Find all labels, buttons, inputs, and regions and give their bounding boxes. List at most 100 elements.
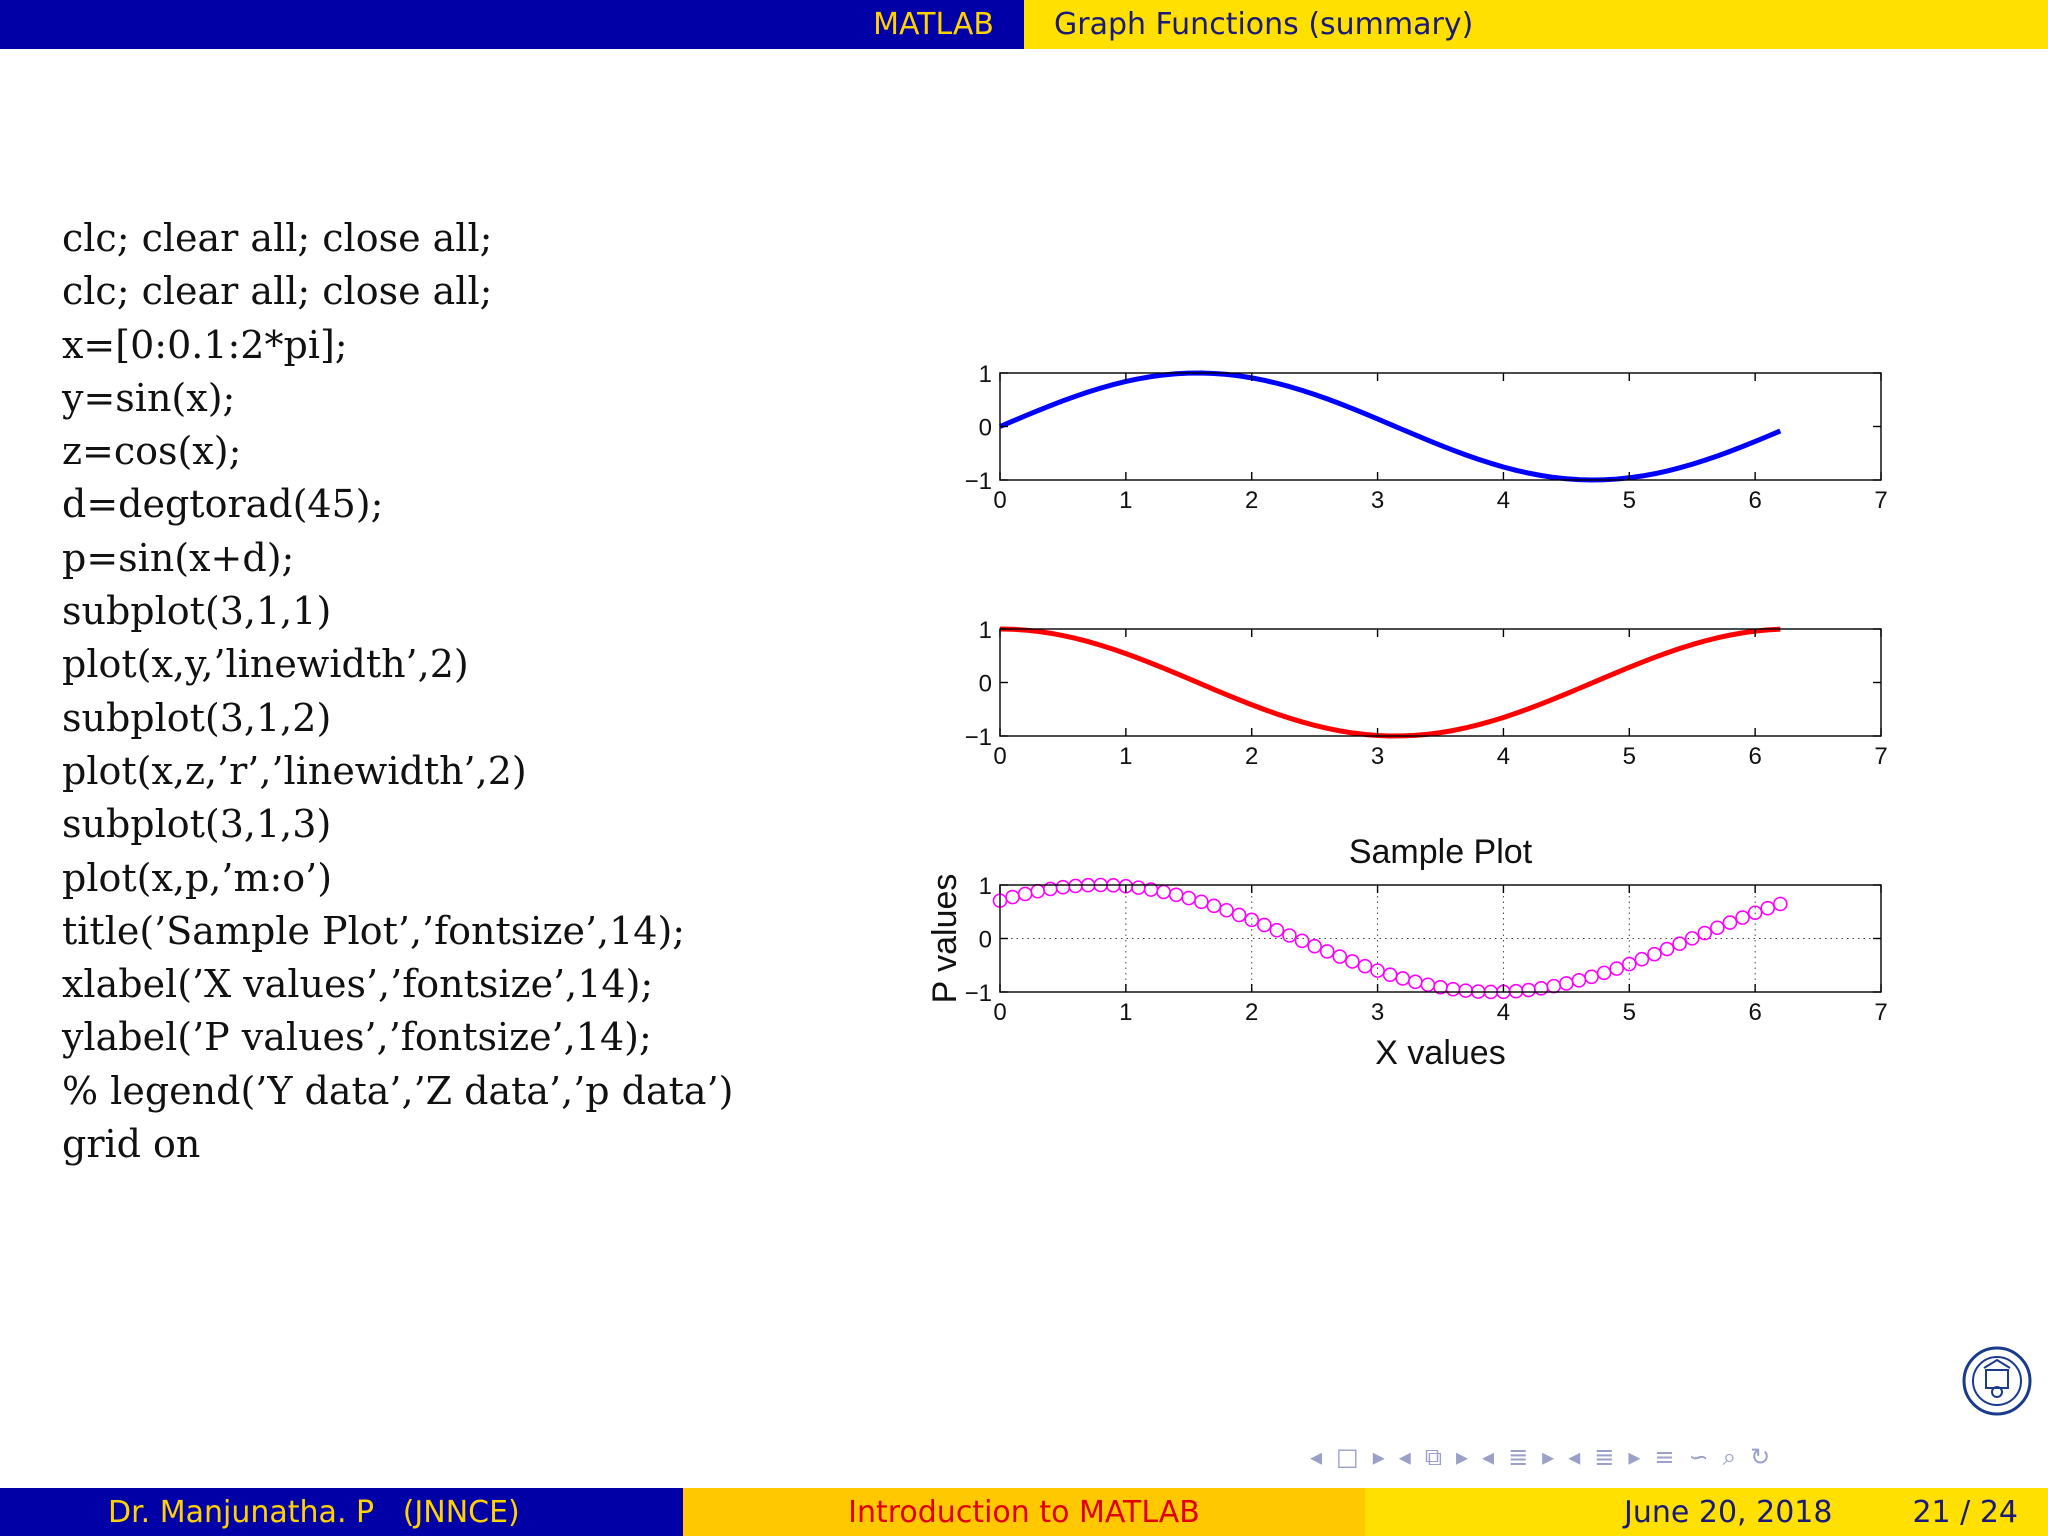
data-point bbox=[1294, 933, 1310, 949]
data-point bbox=[1760, 900, 1776, 916]
data-point bbox=[1559, 976, 1574, 991]
footer-date: June 20, 2018 bbox=[1624, 1494, 1833, 1530]
code-line: clc; clear all; close all; bbox=[62, 269, 493, 314]
data-point bbox=[1206, 898, 1222, 914]
data-point bbox=[1194, 894, 1209, 910]
footer-course[interactable]: Introduction to MATLAB bbox=[683, 1488, 1365, 1536]
header-title[interactable]: Graph Functions (summary) bbox=[1024, 0, 2048, 49]
code-line: title(’Sample Plot’,’fontsize’,14); bbox=[62, 908, 686, 953]
data-point bbox=[1647, 946, 1662, 962]
beamer-navigation: ◂ □ ▸ ◂ ⧉ ▸ ◂ ≣ ▸ ◂ ≣ ▸ ≡ ∽ ⌕ ↻ bbox=[1310, 1440, 2030, 1474]
code-line: p=sin(x+d); bbox=[62, 535, 295, 580]
y-tick-label: −1 bbox=[965, 724, 992, 751]
series-line bbox=[999, 370, 1782, 483]
data-point bbox=[1408, 974, 1423, 990]
code-line: grid on bbox=[62, 1122, 201, 1167]
matlab-figure: 0 1 2 3 4 5 6 710−10 1 2 3 4 5 6 710−10 1 2 3 4 5 6 710−1Samp… bbox=[926, 361, 1888, 1072]
chart-title: Sample Plot bbox=[1349, 833, 1533, 871]
data-point bbox=[1508, 983, 1524, 999]
x-tick-label: 5 bbox=[1623, 487, 1636, 514]
footer-author[interactable]: Dr. Manjunatha. P (JNNCE) bbox=[0, 1488, 683, 1536]
nav-symbol[interactable]: ▸ bbox=[1455, 1443, 1469, 1471]
y-tick-label: 1 bbox=[979, 361, 992, 388]
data-point bbox=[1156, 884, 1171, 900]
nav-symbol[interactable]: ◂ bbox=[1482, 1443, 1495, 1471]
y-tick-label: 1 bbox=[979, 617, 992, 644]
data-point bbox=[1710, 920, 1725, 936]
nav-symbol[interactable]: ⧉ bbox=[1424, 1443, 1442, 1471]
data-point bbox=[1735, 910, 1750, 925]
nav-symbol[interactable]: ▸ bbox=[1542, 1443, 1555, 1471]
data-point bbox=[1634, 951, 1650, 967]
data-point bbox=[1609, 961, 1625, 976]
data-point bbox=[1332, 949, 1348, 964]
x-tick-label: 1 bbox=[1119, 743, 1132, 770]
nav-symbol[interactable]: ◂ bbox=[1398, 1443, 1411, 1471]
data-point bbox=[1181, 890, 1197, 906]
y-tick-label: −1 bbox=[965, 980, 992, 1007]
x-tick-label: 6 bbox=[1748, 487, 1761, 514]
x-tick-label: 7 bbox=[1874, 743, 1887, 770]
code-line: subplot(3,1,2) bbox=[62, 695, 332, 740]
nav-symbol[interactable]: ≣ bbox=[1594, 1443, 1615, 1471]
x-tick-label: 0 bbox=[993, 999, 1006, 1026]
x-tick-label: 1 bbox=[1119, 487, 1132, 514]
code-line: clc; clear all; close all; bbox=[62, 216, 493, 260]
data-point bbox=[1382, 967, 1398, 983]
nav-symbol[interactable]: ▸ bbox=[1628, 1443, 1641, 1471]
data-point bbox=[1420, 977, 1436, 993]
data-point bbox=[1571, 973, 1587, 988]
data-point bbox=[1055, 879, 1071, 895]
x-tick-label: 6 bbox=[1748, 743, 1761, 770]
nav-symbol[interactable]: ≡ bbox=[1654, 1443, 1675, 1471]
data-point bbox=[1005, 889, 1020, 905]
x-tick-label: 7 bbox=[1874, 487, 1887, 514]
code-line: plot(x,z,’r’,’linewidth’,2) bbox=[62, 748, 527, 793]
code-line: d=degtorad(45); bbox=[62, 482, 384, 527]
x-tick-label: 3 bbox=[1371, 487, 1384, 514]
data-point bbox=[1256, 917, 1272, 933]
footer-right: June 20, 2018 21 / 24 bbox=[1365, 1488, 2048, 1536]
nav-symbol[interactable]: ▸ bbox=[1372, 1443, 1385, 1471]
nav-symbol[interactable]: ↻ bbox=[1750, 1443, 1771, 1471]
nav-symbol[interactable]: ⌕ bbox=[1722, 1443, 1737, 1471]
data-point bbox=[1131, 880, 1146, 895]
data-point bbox=[1345, 954, 1360, 969]
code-line: z=cos(x); bbox=[62, 429, 242, 474]
nav-symbol[interactable]: ◂ bbox=[1310, 1443, 1323, 1471]
nav-symbol[interactable]: ◂ bbox=[1568, 1443, 1581, 1471]
data-point bbox=[1030, 883, 1046, 899]
x-tick-label: 5 bbox=[1623, 743, 1636, 770]
y-axis-label: P values bbox=[926, 874, 964, 1004]
x-axis-label: X values bbox=[1375, 1034, 1505, 1072]
header-section[interactable]: MATLAB bbox=[0, 0, 1024, 49]
code-line: plot(x,y,’linewidth’,2) bbox=[62, 642, 469, 687]
data-point bbox=[1747, 905, 1763, 921]
nav-symbol[interactable]: □ bbox=[1336, 1443, 1359, 1471]
nav-symbol[interactable]: ≣ bbox=[1508, 1443, 1529, 1471]
data-point bbox=[1621, 956, 1637, 972]
footer-page-number[interactable]: 21 / 24 bbox=[1912, 1494, 2018, 1530]
code-line: ylabel(’P values’,’fontsize’,14); bbox=[62, 1015, 652, 1060]
nav-symbol[interactable]: ∽ bbox=[1688, 1443, 1709, 1471]
y-tick-label: 0 bbox=[979, 671, 992, 698]
data-point bbox=[1068, 878, 1083, 894]
x-tick-label: 7 bbox=[1874, 999, 1887, 1026]
data-point bbox=[1546, 978, 1562, 994]
data-point bbox=[1282, 928, 1297, 943]
data-point bbox=[1722, 915, 1738, 930]
x-tick-label: 2 bbox=[1245, 743, 1258, 770]
code-line: plot(x,p,’m:o’) bbox=[62, 855, 333, 900]
data-point bbox=[1697, 925, 1713, 941]
axes-box bbox=[999, 372, 1882, 481]
x-tick-label: 1 bbox=[1119, 999, 1132, 1026]
x-tick-label: 6 bbox=[1748, 999, 1761, 1026]
x-tick-label: 2 bbox=[1245, 487, 1258, 514]
data-point bbox=[1395, 971, 1411, 986]
code-line: subplot(3,1,3) bbox=[62, 802, 332, 847]
code-line: xlabel(’X values’,’fontsize’,14); bbox=[62, 962, 654, 1007]
data-point bbox=[1584, 969, 1599, 985]
x-tick-label: 4 bbox=[1497, 743, 1510, 770]
data-point bbox=[1521, 982, 1536, 998]
data-point bbox=[1672, 936, 1687, 952]
